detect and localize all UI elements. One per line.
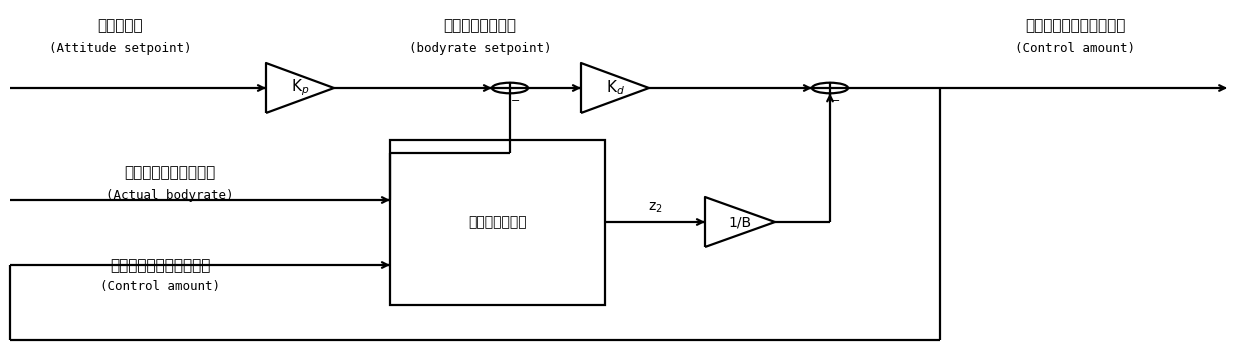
Text: 飞机执行机构实时作动量: 飞机执行机构实时作动量 (1024, 18, 1125, 33)
Text: (Control amount): (Control amount) (1016, 42, 1135, 55)
Text: 扩张状态观测器: 扩张状态观测器 (469, 215, 527, 229)
Text: (bodyrate setpoint): (bodyrate setpoint) (409, 42, 552, 55)
Text: z$_2$: z$_2$ (647, 201, 662, 215)
Text: 姿态角速度设定值: 姿态角速度设定值 (444, 18, 517, 33)
Text: (Control amount): (Control amount) (100, 280, 219, 293)
Text: K$_p$: K$_p$ (291, 78, 309, 98)
Text: −: − (831, 96, 839, 106)
Text: 飞机实际的实时角速度: 飞机实际的实时角速度 (124, 165, 216, 180)
Text: 飞机执行机构实时作动量: 飞机执行机构实时作动量 (110, 258, 211, 273)
Text: K$_d$: K$_d$ (605, 79, 625, 97)
Text: (Actual bodyrate): (Actual bodyrate) (107, 189, 234, 202)
Text: 1/B: 1/B (728, 215, 751, 229)
Text: −: − (511, 96, 520, 106)
Bar (391, 140, 605, 305)
Text: 姿态设定值: 姿态设定值 (97, 18, 143, 33)
Text: (Attitude setpoint): (Attitude setpoint) (48, 42, 191, 55)
